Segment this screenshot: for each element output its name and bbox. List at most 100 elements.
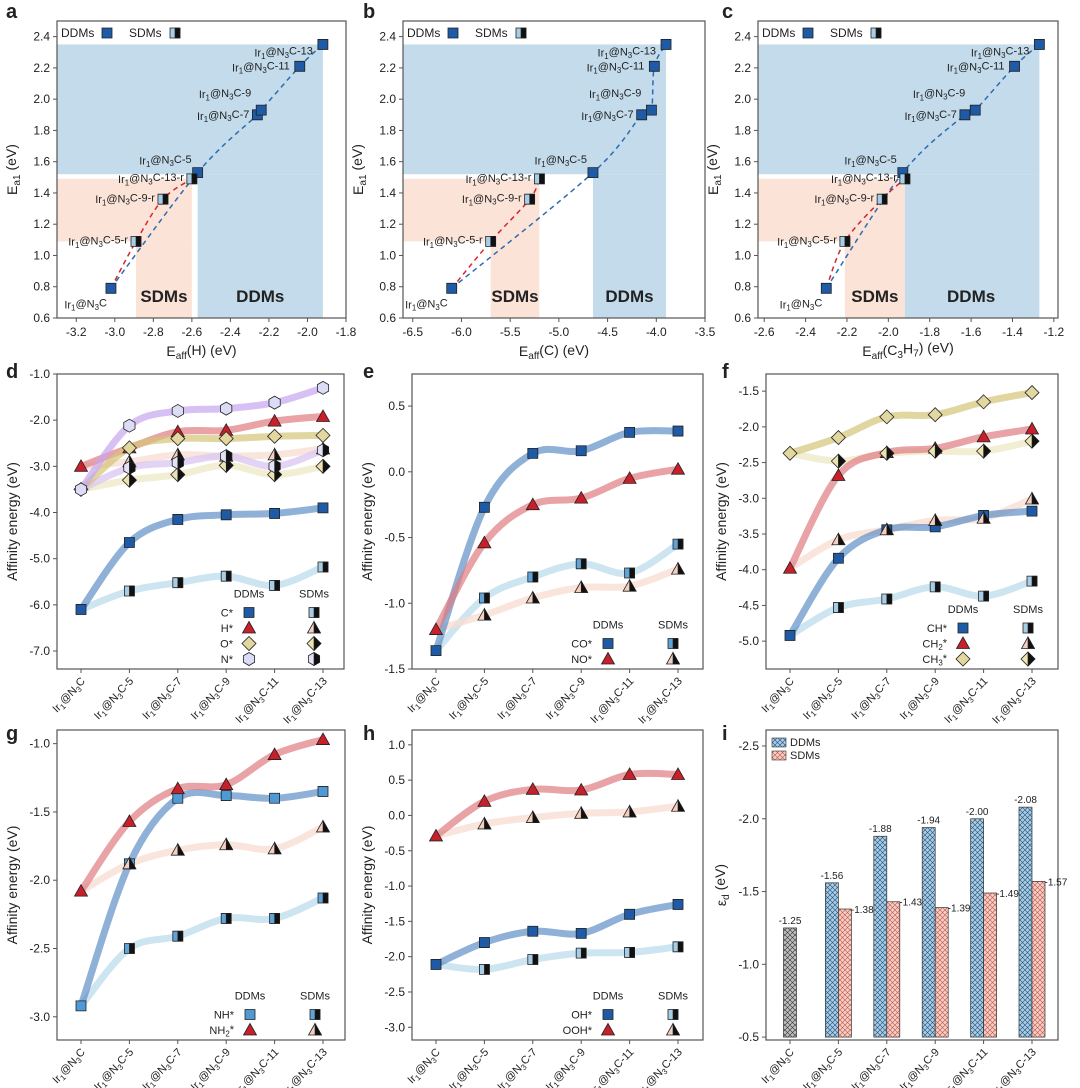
ddm-point: [622, 767, 637, 780]
category-label: Ir1​@N3​C-11: [587, 1046, 639, 1088]
ddm-point: [527, 925, 539, 937]
legend-series-label: CH*: [927, 623, 948, 635]
ddm-region-label: DDMs: [947, 287, 995, 306]
category-label: Ir1​@N3​C: [404, 675, 445, 716]
y-tick-label: 1.2: [33, 217, 50, 231]
ddm-point: [219, 777, 234, 791]
ddm-point-label: Ir1​@N3​C-7: [904, 109, 956, 124]
sdm-point-label: Ir1​@N3​C-5-r: [777, 235, 837, 250]
legend-header-ddms: DDMs: [234, 589, 265, 601]
y-tick-label: -6.0: [29, 598, 50, 612]
ddm-point: [121, 440, 137, 456]
x-tick-label: -3.2: [66, 325, 87, 339]
panel-i: i-0.5-1.0-1.5-2.0-2.5εd​ (eV)Ir1​@N3​CIr…: [712, 723, 1068, 1088]
legend-ddm-marker: [600, 1022, 616, 1036]
ddm-point-label: Ir1​@N3​C-5: [844, 154, 896, 169]
category-label: Ir1​@N3​C-13: [280, 675, 332, 727]
ddm-point: [622, 471, 637, 484]
sdm-point-half: [629, 578, 637, 592]
sdm-point-half: [532, 809, 540, 823]
legend-ddm-marker: [955, 651, 971, 667]
y-tick-label: 1.4: [379, 186, 396, 200]
legend-header-sdms: SDMs: [658, 620, 688, 632]
legend-ddm-marker: [241, 620, 257, 634]
y-axis-label: Affinity energy (eV): [4, 462, 20, 581]
legend-sdm-marker-half: [313, 635, 322, 652]
panel-letter: d: [6, 361, 18, 383]
ddm-fit-curve: [786, 389, 1036, 457]
ddm-point-label: Ir1​@N3​C-11: [232, 60, 290, 75]
sdm-region: [844, 241, 905, 318]
ddm-region: [902, 174, 1040, 318]
category-label: Ir1​@N3​C-11: [587, 675, 639, 727]
y-tick-label: -4.0: [29, 505, 50, 519]
x-tick-label: -2.0: [878, 325, 899, 339]
x-tick-label: -1.2: [1044, 325, 1065, 339]
category-label: Ir1​@N3​C-13: [280, 1046, 332, 1088]
y-tick-label: -3.5: [738, 527, 759, 541]
sdm-region-label: SDMs: [491, 287, 538, 306]
ddm-point: [317, 786, 329, 797]
legend-ddms-label: DDMs: [407, 26, 440, 40]
y-tick-label: -2.5: [384, 985, 405, 999]
ddm-point: [430, 959, 442, 970]
ddm-point: [124, 537, 135, 548]
sdm-point-half: [580, 947, 587, 959]
ddm-point: [820, 282, 832, 294]
sdm-point-half: [580, 579, 589, 593]
legend-label: SDMs: [790, 750, 820, 762]
legend-sdm-marker-half: [313, 620, 322, 634]
sdm-point-label: Ir1​@N3​C-9-r: [814, 192, 874, 207]
ddm-point: [255, 104, 267, 116]
x-tick-label: -1.8: [336, 325, 357, 339]
ddm-point: [220, 401, 233, 416]
legend-sdm-marker-half: [314, 1022, 323, 1036]
ddm-point: [478, 937, 490, 948]
x-tick-label: -5.0: [549, 325, 570, 339]
y-tick-label: -3.0: [738, 491, 759, 505]
ddm-point: [477, 535, 492, 549]
ddm-point: [317, 502, 329, 514]
panel-g: g -1.0 -1.5 -2.0 -2.5 -3.0 Affinity energy (eV…: [4, 723, 346, 1088]
ddm-point: [831, 468, 846, 481]
ddm-point-label: Ir1​@N3​C-13: [971, 46, 1030, 61]
sdm-point-half: [881, 193, 888, 205]
y-tick-label: -3.0: [29, 459, 50, 473]
sdm-point-half: [274, 459, 281, 474]
ddm-bar-label: -2.08: [1014, 795, 1037, 806]
sdm-point-half: [177, 455, 184, 470]
sdm-fit-curve: [786, 577, 1036, 639]
legend-series-label: OOH*: [563, 1025, 593, 1037]
ddm-point: [927, 407, 943, 423]
sdm-point-label: Ir1​@N3​C-9-r: [462, 192, 522, 207]
ddm-point: [315, 427, 331, 443]
ddm-point: [1026, 505, 1038, 517]
x-tick-label: -1.6: [961, 325, 982, 339]
ddm-bar: [970, 818, 984, 1038]
sdm-point-half: [983, 590, 989, 602]
y-tick-label: 1.8: [379, 123, 396, 137]
x-tick-label: -3.0: [104, 325, 125, 339]
legend-header-sdms: SDMs: [299, 589, 329, 601]
legend-sdms-label: SDMs: [830, 26, 863, 40]
x-tick-label: -2.6: [754, 325, 775, 339]
panel-letter: h: [363, 723, 375, 745]
legend-header-sdms: SDMs: [658, 991, 688, 1003]
ddm-region-label: DDMs: [605, 287, 653, 306]
ddm-point: [267, 413, 282, 427]
y-tick-label: -0.5: [738, 1030, 759, 1044]
legend-sdm-marker-half: [1027, 651, 1036, 667]
sdm-region-band: [57, 178, 192, 242]
ddm-point: [171, 403, 184, 418]
legend-ddm-marker: [600, 651, 616, 665]
sdm-point-half: [274, 841, 282, 855]
category-label: Ir1​@N3​C-5: [91, 675, 139, 723]
legend-ddm-marker: [242, 652, 256, 666]
y-tick-label: 0.5: [388, 399, 405, 413]
sdm-point-half: [1031, 433, 1040, 449]
sdm-bar: [983, 892, 997, 1038]
sdm-bar-label: -1.49: [996, 889, 1019, 900]
sdm-point-half: [886, 522, 894, 536]
y-tick-label: 2.2: [379, 61, 396, 75]
